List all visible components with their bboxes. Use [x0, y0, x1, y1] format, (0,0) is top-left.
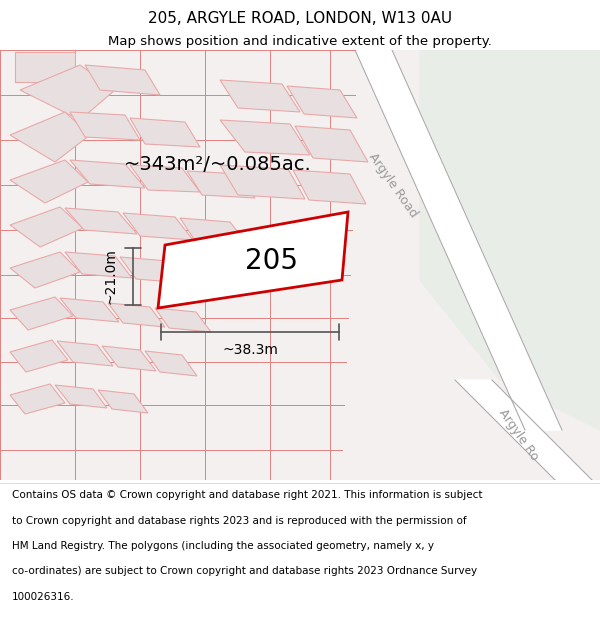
Polygon shape — [85, 65, 160, 95]
Polygon shape — [130, 165, 200, 192]
Polygon shape — [295, 126, 368, 162]
Polygon shape — [108, 303, 165, 327]
Polygon shape — [70, 160, 145, 188]
Text: HM Land Registry. The polygons (including the associated geometry, namely x, y: HM Land Registry. The polygons (includin… — [12, 541, 434, 551]
Text: Argyle Ro: Argyle Ro — [496, 407, 541, 463]
Polygon shape — [70, 112, 140, 140]
Polygon shape — [180, 218, 248, 245]
Text: Argyle Road: Argyle Road — [366, 150, 420, 220]
Polygon shape — [293, 170, 366, 204]
Text: co-ordinates) are subject to Crown copyright and database rights 2023 Ordnance S: co-ordinates) are subject to Crown copyr… — [12, 566, 477, 576]
Polygon shape — [155, 308, 211, 332]
Polygon shape — [10, 384, 65, 414]
Polygon shape — [10, 112, 90, 162]
Text: to Crown copyright and database rights 2023 and is reproduced with the permissio: to Crown copyright and database rights 2… — [12, 516, 467, 526]
Polygon shape — [10, 207, 83, 247]
Polygon shape — [10, 340, 68, 372]
Polygon shape — [158, 212, 348, 308]
Polygon shape — [102, 346, 156, 371]
Text: Map shows position and indicative extent of the property.: Map shows position and indicative extent… — [108, 35, 492, 48]
Text: 100026316.: 100026316. — [12, 592, 74, 602]
Text: ~343m²/~0.085ac.: ~343m²/~0.085ac. — [124, 156, 312, 174]
Polygon shape — [98, 390, 148, 413]
Text: 205: 205 — [245, 248, 298, 275]
Polygon shape — [220, 165, 305, 199]
Text: ~21.0m: ~21.0m — [104, 249, 118, 304]
Polygon shape — [420, 50, 600, 430]
Polygon shape — [287, 86, 357, 118]
Polygon shape — [120, 257, 184, 283]
Polygon shape — [455, 380, 592, 480]
Text: Contains OS data © Crown copyright and database right 2021. This information is : Contains OS data © Crown copyright and d… — [12, 490, 482, 500]
Polygon shape — [187, 171, 255, 198]
Text: 205, ARGYLE ROAD, LONDON, W13 0AU: 205, ARGYLE ROAD, LONDON, W13 0AU — [148, 11, 452, 26]
Polygon shape — [55, 385, 107, 408]
Polygon shape — [20, 65, 115, 120]
Polygon shape — [10, 252, 80, 288]
Polygon shape — [123, 213, 193, 240]
Polygon shape — [355, 50, 562, 430]
Polygon shape — [10, 297, 73, 330]
Polygon shape — [57, 341, 113, 366]
Polygon shape — [10, 160, 88, 203]
Polygon shape — [60, 298, 119, 322]
Text: ~38.3m: ~38.3m — [222, 343, 278, 357]
Polygon shape — [220, 80, 300, 112]
Polygon shape — [130, 118, 200, 147]
Polygon shape — [173, 262, 236, 288]
Polygon shape — [15, 52, 75, 82]
Polygon shape — [65, 208, 137, 234]
Polygon shape — [145, 351, 197, 376]
Polygon shape — [220, 120, 310, 155]
Polygon shape — [65, 252, 132, 278]
